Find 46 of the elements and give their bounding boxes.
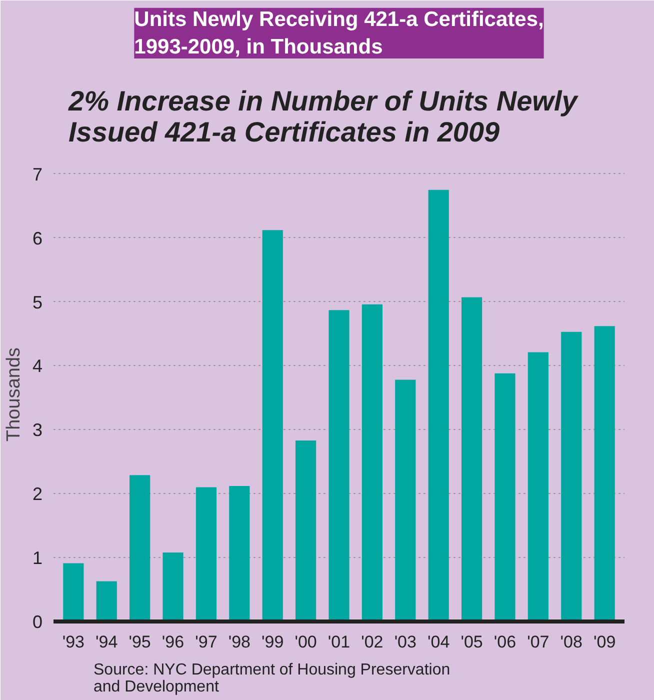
bar (528, 352, 548, 622)
chart-subtitle: 2% Increase in Number of Units Newly Issued 421-a Certificates in 2009 (68, 86, 579, 148)
source-note: Source: NYC Department of Housing Preservation and Development (94, 662, 450, 696)
x-tick-label: '94 (96, 632, 118, 652)
y-tick-label: 2 (32, 484, 43, 504)
y-tick-label: 5 (32, 292, 43, 312)
x-tick-label: '00 (294, 632, 317, 652)
x-tick-label: '04 (428, 632, 450, 652)
x-tick-label: '09 (594, 632, 616, 652)
bar (96, 581, 117, 622)
x-tick-label: '95 (128, 632, 151, 652)
bar (63, 563, 84, 622)
y-tick-label: 3 (32, 420, 43, 440)
bar (229, 486, 250, 622)
y-tick-label: 7 (32, 164, 43, 184)
x-tick-label: '99 (262, 632, 284, 652)
x-tick-label: '08 (560, 632, 582, 652)
bar (328, 310, 350, 622)
x-tick-label: '07 (527, 632, 550, 652)
bar (428, 190, 449, 622)
y-tick-label: 4 (32, 356, 43, 376)
x-tick-label: '06 (494, 632, 516, 652)
chart-title: Units Newly Receiving 421-a Certificates, 1993-2009, in Thousands (134, 8, 544, 58)
x-tick-label: '96 (162, 632, 184, 652)
y-tick-label: 0 (32, 612, 43, 632)
bar (462, 297, 482, 622)
y-tick-label: 1 (32, 548, 43, 568)
bar (196, 487, 216, 622)
x-tick-label: '01 (328, 632, 350, 652)
x-tick-label: '05 (460, 632, 483, 652)
bar (262, 230, 283, 622)
x-tick-label: '02 (361, 632, 384, 652)
bar (296, 440, 316, 622)
bar (395, 380, 416, 622)
bar (494, 373, 516, 622)
bar (594, 326, 615, 622)
x-tick-label: '93 (62, 632, 84, 652)
bar (561, 332, 582, 622)
y-tick-label: 6 (32, 228, 43, 248)
bar (162, 552, 184, 622)
y-axis-title: Thousands (3, 347, 24, 442)
x-tick-label: '98 (228, 632, 250, 652)
x-tick-label: '97 (195, 632, 218, 652)
bar (130, 475, 150, 622)
x-tick-label: '03 (394, 632, 416, 652)
bar (362, 304, 382, 622)
